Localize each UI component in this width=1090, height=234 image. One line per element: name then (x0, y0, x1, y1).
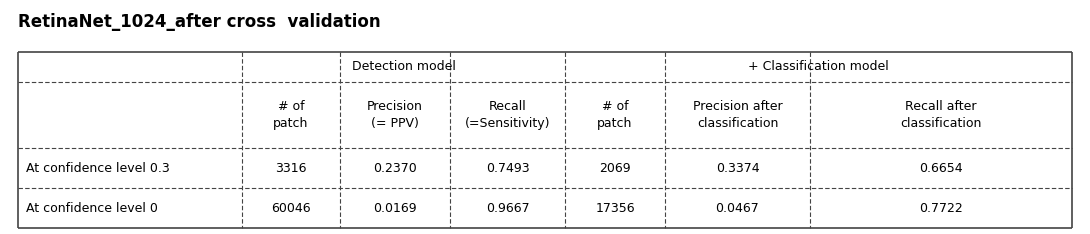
Text: 0.0467: 0.0467 (716, 201, 760, 215)
Text: 0.7493: 0.7493 (486, 161, 530, 175)
Text: 0.2370: 0.2370 (373, 161, 416, 175)
Text: 3316: 3316 (276, 161, 306, 175)
Text: 17356: 17356 (595, 201, 634, 215)
Text: Precision
(= PPV): Precision (= PPV) (367, 100, 423, 130)
Text: 60046: 60046 (271, 201, 311, 215)
Text: + Classification model: + Classification model (748, 61, 888, 73)
Text: 0.3374: 0.3374 (716, 161, 760, 175)
Text: At confidence level 0: At confidence level 0 (26, 201, 158, 215)
Text: # of
patch: # of patch (274, 100, 308, 130)
Text: 0.9667: 0.9667 (486, 201, 530, 215)
Text: 0.0169: 0.0169 (373, 201, 416, 215)
Text: # of
patch: # of patch (597, 100, 632, 130)
Text: RetinaNet_1024_after cross  validation: RetinaNet_1024_after cross validation (19, 13, 380, 31)
Text: 2069: 2069 (600, 161, 631, 175)
Text: Detection model: Detection model (352, 61, 456, 73)
Text: 0.7722: 0.7722 (919, 201, 962, 215)
Text: Precision after
classification: Precision after classification (692, 100, 783, 130)
Text: Recall
(=Sensitivity): Recall (=Sensitivity) (464, 100, 550, 130)
Text: At confidence level 0.3: At confidence level 0.3 (26, 161, 170, 175)
Text: 0.6654: 0.6654 (919, 161, 962, 175)
Text: Recall after
classification: Recall after classification (900, 100, 982, 130)
